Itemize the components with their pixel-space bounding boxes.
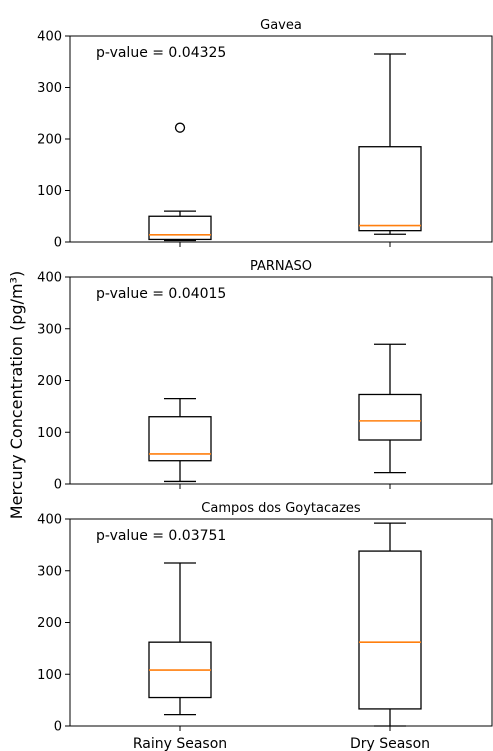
y-tick-label: 400 bbox=[37, 513, 62, 528]
y-tick-label: 300 bbox=[37, 322, 62, 337]
y-axis-label: Mercury Concentration (pg/m³) bbox=[7, 271, 26, 519]
y-tick-label: 100 bbox=[37, 184, 62, 199]
panel-1: Gavea p-value = 0.04325 0 100 200 300 400 bbox=[37, 18, 493, 251]
y-tick-label: 100 bbox=[37, 426, 62, 441]
panel-title: Gavea bbox=[260, 18, 302, 33]
panel-title: Campos dos Goytacazes bbox=[201, 501, 361, 516]
y-tick-label: 200 bbox=[37, 374, 62, 389]
box-dry-season bbox=[358, 53, 422, 235]
y-tick-label: 0 bbox=[54, 478, 62, 493]
outlier-point bbox=[174, 122, 186, 133]
y-tick-label: 300 bbox=[37, 564, 62, 579]
p-value-annotation: p-value = 0.03751 bbox=[96, 528, 226, 544]
y-tick-label: 0 bbox=[54, 720, 62, 735]
iqr-box bbox=[148, 215, 212, 241]
x-tick-label: Dry Season bbox=[350, 736, 430, 751]
box-rainy-season bbox=[148, 122, 212, 242]
y-tick-label: 200 bbox=[37, 616, 62, 631]
plot-frame bbox=[69, 35, 493, 243]
y-tick-label: 400 bbox=[37, 30, 62, 45]
x-tick-label: Rainy Season bbox=[133, 736, 227, 751]
y-tick-label: 300 bbox=[37, 81, 62, 96]
panel-2: PARNASO p-value = 0.04015 0 100 200 300 400 bbox=[37, 259, 493, 493]
box-rainy-season bbox=[148, 562, 212, 716]
y-tick-label: 100 bbox=[37, 668, 62, 683]
p-value-annotation: p-value = 0.04325 bbox=[96, 45, 226, 61]
plot-frame bbox=[69, 276, 493, 485]
y-tick-label: 0 bbox=[54, 236, 62, 251]
box-dry-season bbox=[358, 343, 422, 474]
box-rainy-season bbox=[148, 397, 212, 483]
iqr-box bbox=[358, 146, 422, 232]
y-tick-label: 400 bbox=[37, 271, 62, 286]
y-tick-label: 200 bbox=[37, 133, 62, 148]
panel-3: Campos dos Goytacazes p-value = 0.03751 0 1… bbox=[37, 501, 493, 751]
iqr-box bbox=[358, 393, 422, 441]
panel-title: PARNASO bbox=[250, 259, 312, 274]
iqr-box bbox=[358, 550, 422, 710]
box-dry-season bbox=[358, 522, 422, 727]
p-value-annotation: p-value = 0.04015 bbox=[96, 286, 226, 302]
plot-frame bbox=[69, 518, 493, 727]
